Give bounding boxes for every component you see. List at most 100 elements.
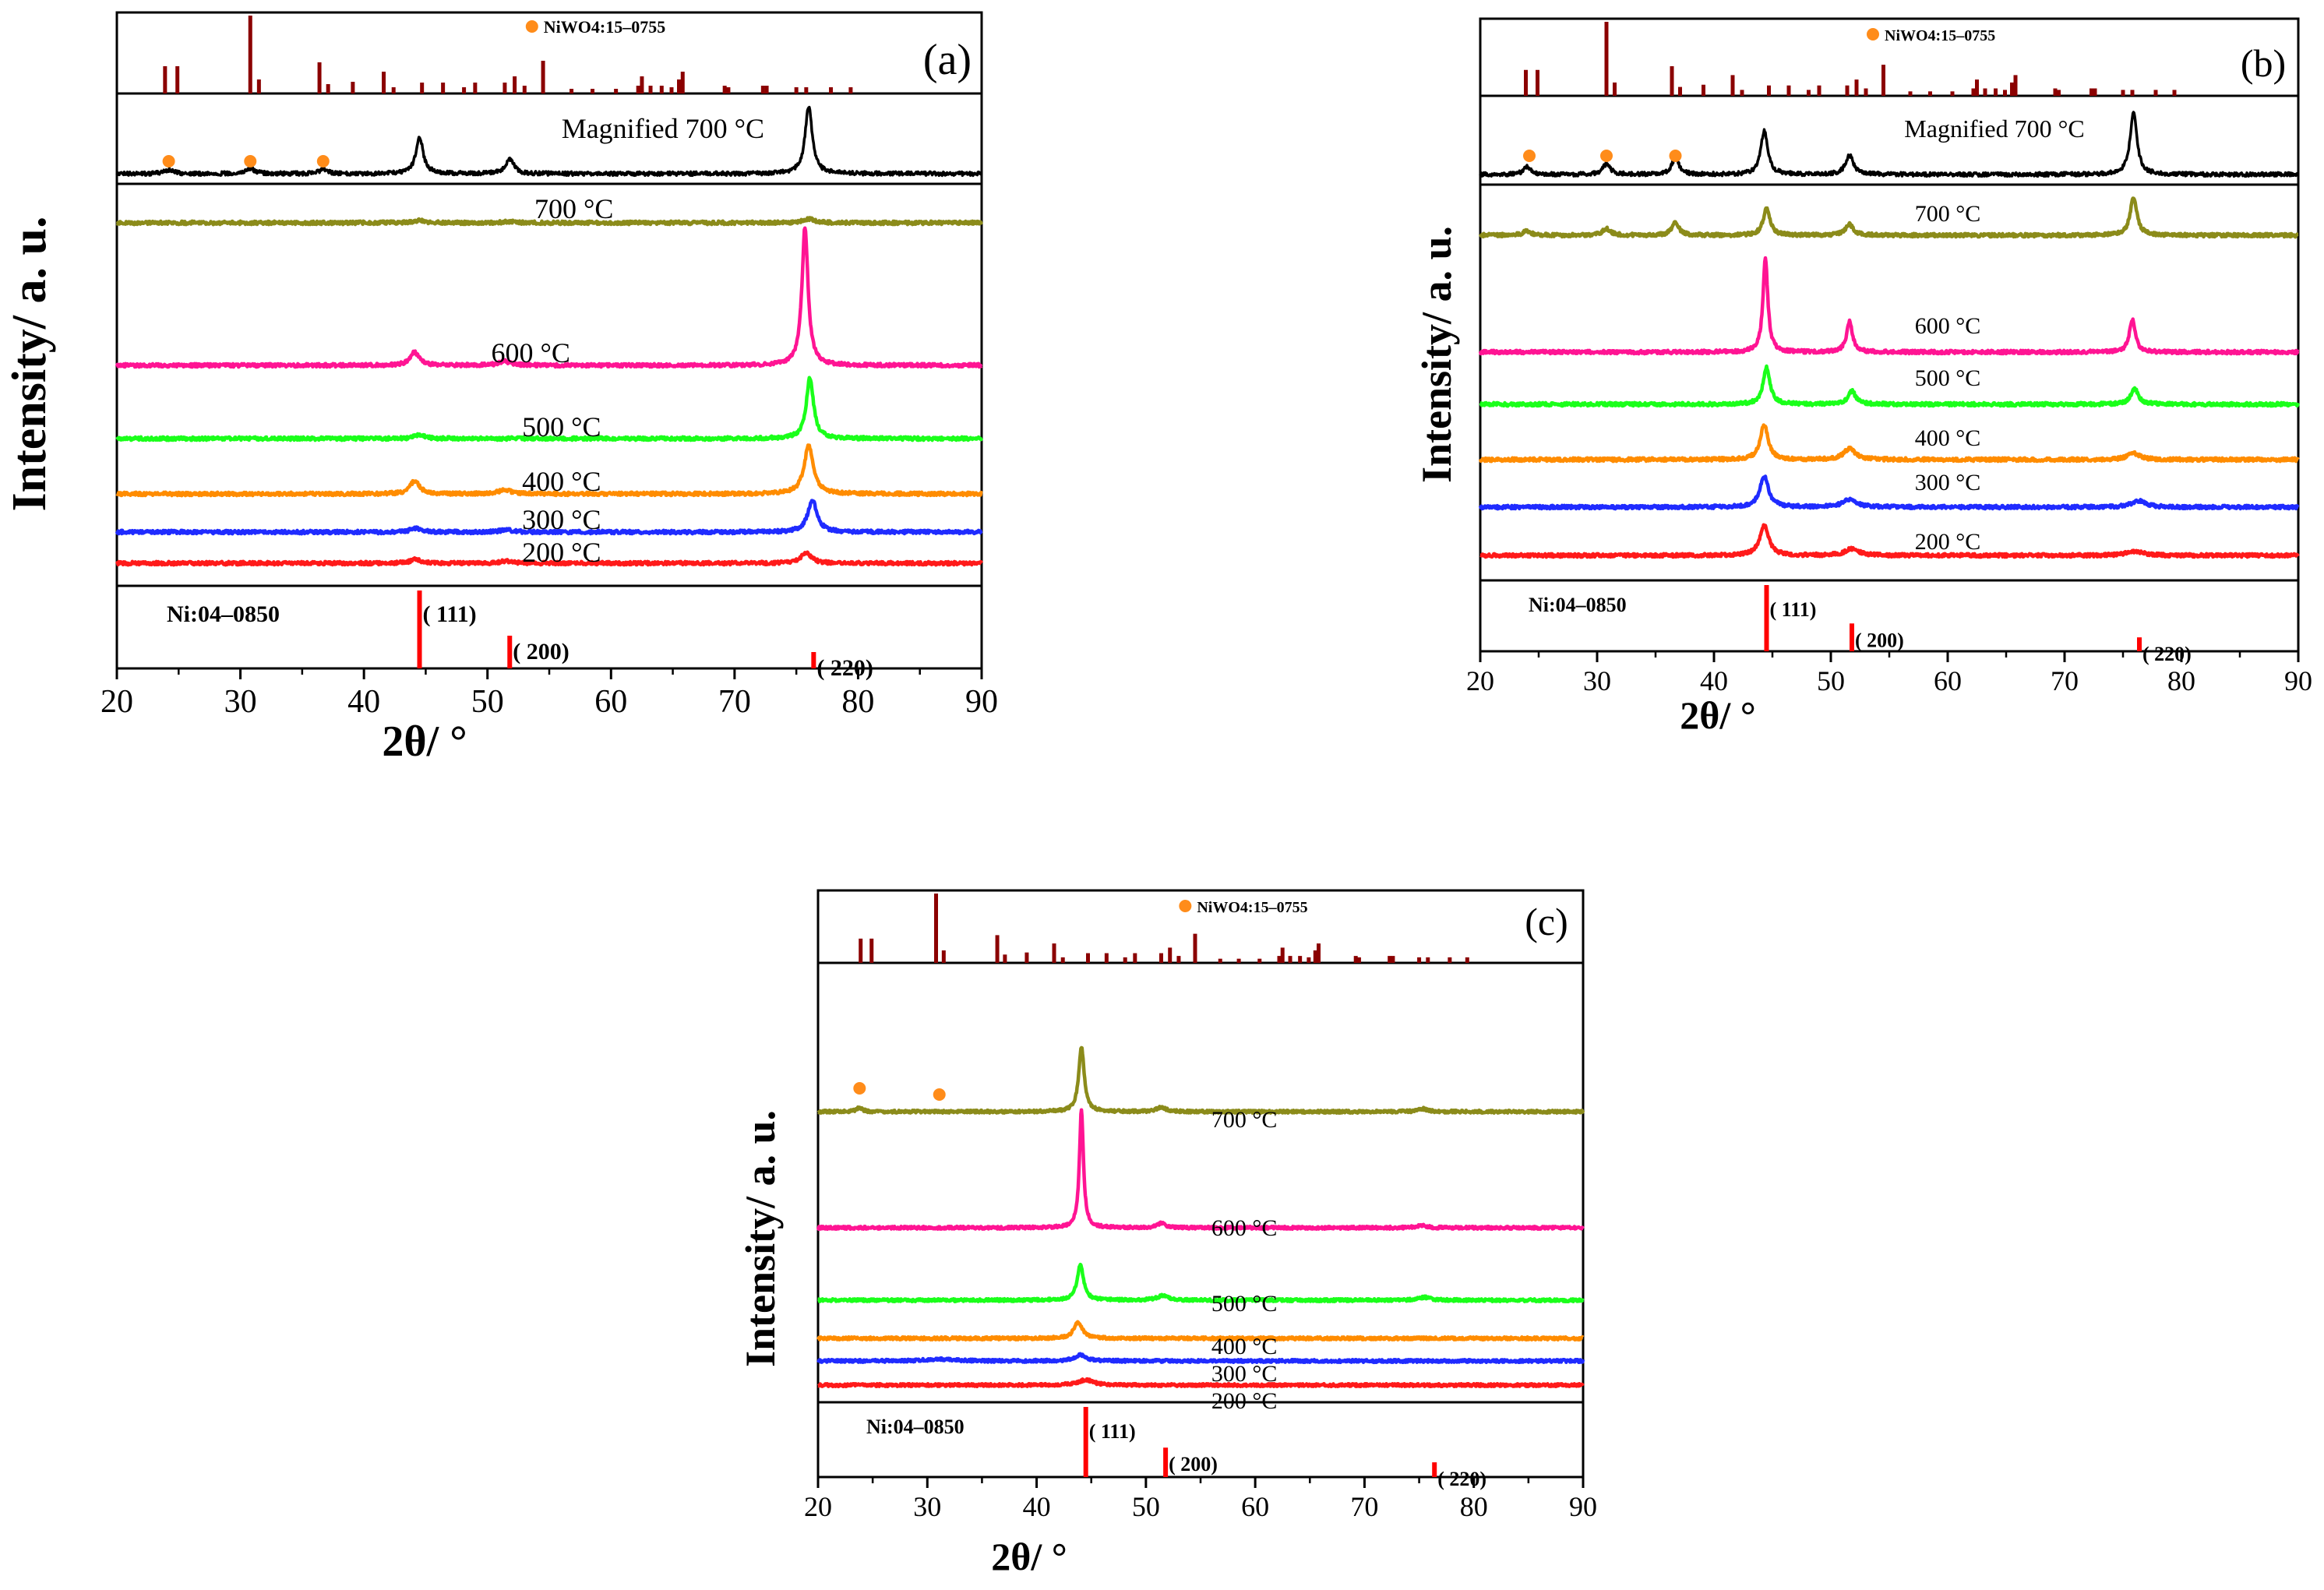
x-tick-label: 60 bbox=[594, 684, 627, 720]
x-tick-label: 30 bbox=[1583, 665, 1611, 696]
x-tick-label: 20 bbox=[804, 1491, 832, 1522]
x-tick-label: 90 bbox=[2284, 665, 2312, 696]
miller-index-label: ( 111) bbox=[1089, 1420, 1136, 1443]
trace-200c bbox=[115, 550, 984, 567]
miller-index-label: ( 220) bbox=[2142, 643, 2192, 665]
x-tick-label: 40 bbox=[1023, 1491, 1051, 1522]
x-tick-label: 50 bbox=[471, 684, 504, 720]
niwo4-peak-marker bbox=[162, 155, 175, 167]
x-tick-label: 40 bbox=[1700, 665, 1728, 696]
series-label: 500 °C bbox=[522, 411, 601, 442]
x-tick-label: 90 bbox=[965, 684, 998, 720]
trace-700c bbox=[816, 1045, 1585, 1115]
niwo4-legend-marker bbox=[1179, 900, 1192, 912]
x-axis-label: 2θ/ ° bbox=[382, 717, 467, 766]
x-axis-label: 2θ/ ° bbox=[991, 1535, 1067, 1578]
y-axis-label: Intensity/ a. u. bbox=[1413, 226, 1460, 483]
x-tick-label: 50 bbox=[1132, 1491, 1160, 1522]
trace-400c bbox=[816, 1320, 1585, 1342]
trace-700c bbox=[1478, 196, 2300, 239]
trace-600c bbox=[1478, 256, 2300, 356]
x-tick-label: 90 bbox=[1569, 1491, 1597, 1522]
trace-300c bbox=[1478, 474, 2300, 511]
series-label: 400 °C bbox=[522, 466, 601, 497]
ni-reference-label: Ni:04–0850 bbox=[1529, 594, 1627, 616]
trace-300c bbox=[115, 499, 983, 536]
niwo4-peak-marker bbox=[933, 1088, 946, 1101]
niwo4-peak-marker bbox=[1669, 150, 1682, 162]
series-label: 700 °C bbox=[1915, 201, 1981, 227]
y-axis-label: Intensity/ a. u. bbox=[737, 1110, 784, 1367]
x-tick-label: 70 bbox=[1350, 1491, 1378, 1522]
miller-index-label: ( 220) bbox=[1437, 1468, 1486, 1490]
panel-label: (a) bbox=[923, 36, 972, 84]
x-tick-label: 80 bbox=[2167, 665, 2195, 696]
trace-500c bbox=[816, 1262, 1585, 1304]
magnified-label: Magnified 700 °C bbox=[1904, 115, 2084, 143]
niwo4-legend-label: NiWO4:15–0755 bbox=[544, 17, 665, 37]
x-tick-label: 20 bbox=[101, 684, 133, 720]
trace-500c bbox=[1479, 364, 2301, 408]
miller-index-label: ( 200) bbox=[1855, 629, 1904, 651]
panel-label: (b) bbox=[2241, 41, 2286, 85]
series-label: 700 °C bbox=[1211, 1107, 1278, 1133]
niwo4-legend-marker bbox=[1867, 28, 1879, 41]
x-tick-label: 60 bbox=[1241, 1491, 1269, 1522]
series-label: 600 °C bbox=[1211, 1215, 1278, 1241]
niwo4-peak-marker bbox=[853, 1082, 866, 1095]
x-tick-label: 70 bbox=[2051, 665, 2079, 696]
series-label: 500 °C bbox=[1915, 365, 1981, 391]
trace-300c bbox=[816, 1352, 1585, 1365]
series-label: 700 °C bbox=[534, 193, 613, 224]
series-label: 200 °C bbox=[1211, 1388, 1278, 1414]
miller-index-label: ( 200) bbox=[513, 639, 569, 665]
magnified-label: Magnified 700 °C bbox=[562, 113, 764, 144]
niwo4-peak-marker bbox=[244, 155, 257, 167]
x-tick-label: 20 bbox=[1466, 665, 1494, 696]
trace-200c bbox=[816, 1377, 1585, 1389]
series-label: 200 °C bbox=[522, 537, 601, 568]
series-label: 400 °C bbox=[1915, 425, 1981, 451]
niwo4-legend-label: NiWO4:15–0755 bbox=[1885, 27, 1995, 44]
trace-500c bbox=[115, 375, 984, 442]
x-tick-label: 70 bbox=[718, 684, 751, 720]
series-label: 300 °C bbox=[1915, 470, 1981, 495]
x-tick-label: 30 bbox=[913, 1491, 941, 1522]
x-tick-label: 80 bbox=[1460, 1491, 1488, 1522]
x-tick-label: 40 bbox=[347, 684, 380, 720]
series-label: 400 °C bbox=[1211, 1334, 1278, 1359]
series-label: 600 °C bbox=[1915, 313, 1981, 339]
niwo4-peak-marker bbox=[1600, 150, 1613, 162]
trace-600c bbox=[115, 226, 983, 369]
series-label: 300 °C bbox=[522, 504, 601, 535]
magnified-700-trace bbox=[115, 105, 982, 178]
x-tick-label: 60 bbox=[1934, 665, 1962, 696]
trace-200c bbox=[1479, 523, 2300, 559]
niwo4-legend-marker bbox=[525, 20, 538, 33]
niwo4-legend-label: NiWO4:15–0755 bbox=[1197, 899, 1307, 916]
panel-b: NiWO4:15–0755 (b) Magnified 700 °C 200 °C 30… bbox=[1413, 17, 2312, 737]
series-label: 500 °C bbox=[1211, 1291, 1278, 1317]
x-tick-label: 50 bbox=[1817, 665, 1845, 696]
miller-index-label: ( 200) bbox=[1169, 1453, 1218, 1475]
trace-400c bbox=[1478, 423, 2300, 464]
niwo4-peak-marker bbox=[316, 155, 330, 167]
series-label: 300 °C bbox=[1211, 1361, 1278, 1387]
trace-600c bbox=[816, 1108, 1585, 1232]
magnified-700-trace bbox=[1479, 111, 2300, 178]
ni-reference-label: Ni:04–0850 bbox=[167, 601, 280, 627]
x-tick-label: 30 bbox=[224, 684, 257, 720]
series-label: 600 °C bbox=[492, 337, 570, 368]
miller-index-label: ( 111) bbox=[1770, 598, 1817, 621]
ni-reference-label: Ni:04–0850 bbox=[866, 1415, 965, 1438]
miller-index-label: ( 111) bbox=[423, 601, 477, 627]
trace-700c bbox=[115, 216, 984, 227]
miller-index-label: ( 220) bbox=[816, 655, 873, 681]
trace-400c bbox=[115, 443, 983, 498]
x-axis-label: 2θ/ ° bbox=[1680, 693, 1756, 737]
y-axis-label: Intensity/ a. u. bbox=[3, 217, 56, 512]
niwo4-peak-marker bbox=[1523, 150, 1536, 162]
